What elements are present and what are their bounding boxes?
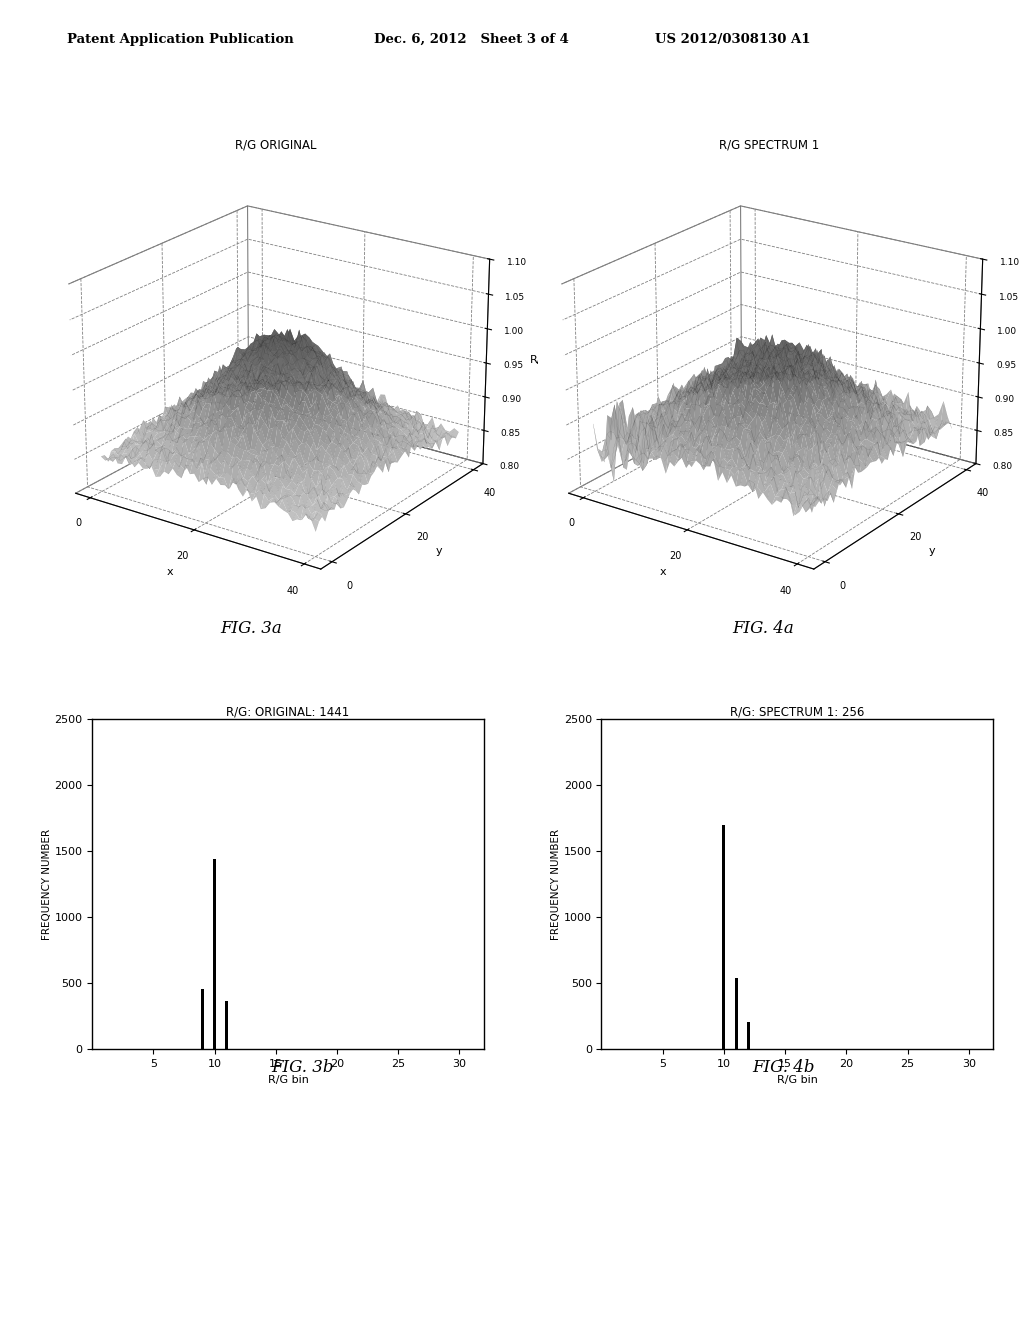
Text: US 2012/0308130 A1: US 2012/0308130 A1 xyxy=(655,33,811,46)
Y-axis label: FREQUENCY NUMBER: FREQUENCY NUMBER xyxy=(551,829,561,940)
Text: FIG. 4b: FIG. 4b xyxy=(752,1059,815,1076)
Bar xyxy=(213,859,216,1049)
Bar xyxy=(201,989,204,1049)
Title: R/G: SPECTRUM 1: 256: R/G: SPECTRUM 1: 256 xyxy=(730,705,864,718)
Bar xyxy=(722,825,725,1049)
Y-axis label: y: y xyxy=(436,546,442,556)
X-axis label: R/G bin: R/G bin xyxy=(777,1074,818,1085)
Title: R/G ORIGINAL: R/G ORIGINAL xyxy=(234,139,316,152)
Text: Patent Application Publication: Patent Application Publication xyxy=(67,33,293,46)
Bar xyxy=(734,978,737,1049)
X-axis label: R/G bin: R/G bin xyxy=(267,1074,308,1085)
X-axis label: x: x xyxy=(659,568,667,577)
Text: Dec. 6, 2012   Sheet 3 of 4: Dec. 6, 2012 Sheet 3 of 4 xyxy=(374,33,568,46)
Y-axis label: FREQUENCY NUMBER: FREQUENCY NUMBER xyxy=(42,829,51,940)
Text: FIG. 4a: FIG. 4a xyxy=(732,620,794,638)
Y-axis label: y: y xyxy=(929,546,935,556)
Text: FIG. 3b: FIG. 3b xyxy=(270,1059,334,1076)
Bar xyxy=(225,1001,228,1049)
Bar xyxy=(746,1022,750,1049)
Title: R/G: ORIGINAL: 1441: R/G: ORIGINAL: 1441 xyxy=(226,705,349,718)
X-axis label: x: x xyxy=(167,568,173,577)
Title: R/G SPECTRUM 1: R/G SPECTRUM 1 xyxy=(719,139,819,152)
Text: FIG. 3a: FIG. 3a xyxy=(220,620,282,638)
